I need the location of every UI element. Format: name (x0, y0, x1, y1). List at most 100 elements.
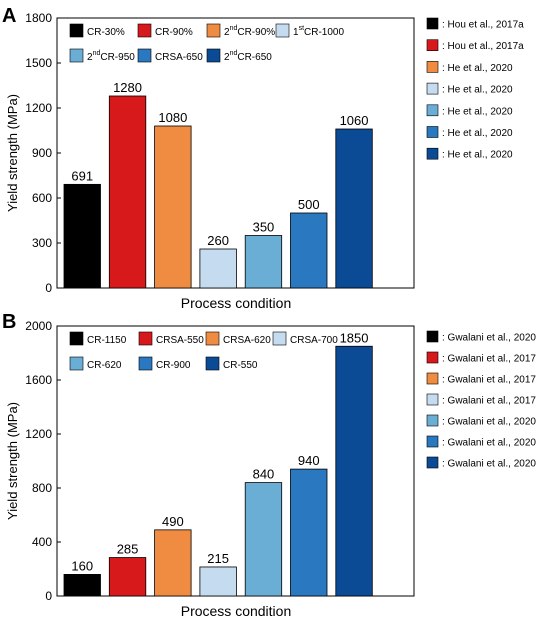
reference-label: : He et al., 2020 (442, 150, 513, 161)
bar-value-label: 500 (298, 197, 320, 212)
reference-swatch (426, 435, 439, 448)
y-tick-label: 1600 (25, 373, 52, 387)
bar-value-label: 215 (207, 551, 229, 566)
legend-label: 2ndCR-950 (87, 50, 135, 63)
bar-3 (154, 529, 192, 597)
legend-label: CRSA-550 (156, 335, 204, 346)
legend-swatch (69, 331, 84, 346)
y-tick-label: 600 (32, 191, 52, 205)
reference-swatch (426, 104, 439, 117)
reference-swatch (426, 126, 439, 138)
legend-swatch (69, 48, 84, 63)
bar-2 (108, 557, 147, 597)
legend-swatch (69, 23, 84, 38)
reference-swatch (426, 17, 439, 30)
y-tick-label: 800 (32, 481, 52, 495)
x-axis-label: Process condition (181, 603, 292, 619)
reference-label: : Gwalani et al., 2017 (442, 354, 536, 365)
bar-value-label: 350 (253, 220, 275, 235)
y-axis-label: Yield strength (MPa) (5, 94, 20, 212)
bar-5 (244, 235, 283, 289)
bar-value-label: 840 (253, 467, 275, 482)
legend-label: CRSA-620 (223, 335, 271, 346)
reference-swatch (426, 351, 439, 364)
reference-label: : He et al., 2020 (442, 85, 513, 96)
bar-1 (63, 574, 101, 597)
reference-label: : Gwalani et al., 2020 (442, 459, 536, 470)
y-tick-label: 300 (32, 236, 52, 250)
y-tick-label: 1200 (25, 101, 52, 115)
y-tick-label: 1500 (25, 56, 52, 70)
reference-label: : Gwalani et al., 2020 (442, 438, 536, 449)
legend-label: CR-30% (87, 27, 125, 38)
y-tick-label: 400 (32, 535, 52, 549)
bar-7 (335, 345, 373, 597)
bar-value-label: 285 (117, 542, 139, 557)
reference-swatch (426, 330, 439, 343)
legend-swatch (206, 48, 221, 63)
legend-swatch (205, 331, 220, 346)
reference-label: : Gwalani et al., 2017 (442, 375, 536, 386)
reference-label: : He et al., 2020 (442, 106, 513, 117)
legend-label: CR-90% (155, 27, 193, 38)
legend-swatch (137, 23, 152, 38)
legend-label: CRSA-650 (155, 52, 203, 63)
bar-4 (199, 248, 237, 289)
legend-swatch (272, 331, 287, 346)
reference-swatch (426, 393, 439, 406)
reference-swatch (426, 414, 439, 427)
y-tick-label: 1200 (25, 427, 52, 441)
panel-letter: A (2, 5, 16, 27)
reference-label: : Gwalani et al., 2020 (442, 333, 536, 344)
legend-label: CR-550 (223, 360, 258, 371)
bar-value-label: 1280 (113, 80, 142, 95)
legend-swatch (138, 356, 153, 371)
legend-swatch (69, 356, 84, 371)
legend-label: CRSA-700 (290, 335, 338, 346)
reference-label: : He et al., 2020 (442, 128, 513, 139)
bar-value-label: 940 (298, 453, 320, 468)
reference-swatch (426, 372, 439, 385)
reference-label: : He et al., 2020 (442, 63, 513, 74)
reference-label: : Hou et al., 2017a (442, 20, 524, 31)
reference-swatch (426, 82, 439, 95)
legend-swatch (205, 356, 220, 371)
bar-7 (335, 128, 373, 289)
legend-label: 2ndCR-90% (224, 25, 275, 38)
legend-label: CR-620 (87, 360, 122, 371)
legend-swatch (137, 48, 152, 63)
reference-swatch (426, 456, 439, 469)
legend-swatch (206, 23, 221, 38)
bar-6 (290, 468, 328, 597)
reference-swatch (426, 39, 439, 52)
bar-4 (199, 566, 237, 597)
panel-a: A 0 300 600 900 1200 1500 1800 Yield strength (M… (2, 5, 524, 311)
bar-6 (290, 212, 328, 289)
y-tick-label: 900 (32, 146, 52, 160)
reference-label: : Hou et al., 2017a (442, 41, 524, 52)
bar-3 (154, 125, 192, 289)
bar-value-label: 490 (162, 514, 184, 529)
y-tick-label: 0 (45, 281, 52, 295)
reference-swatch (426, 61, 439, 73)
legend-label: CR-900 (156, 360, 191, 371)
panel-b: B 0 400 800 1200 1600 2000 Yield strength (MPa)… (2, 311, 536, 619)
y-tick-label: 1800 (25, 11, 52, 25)
bar-value-label: 160 (71, 558, 93, 573)
bar-value-label: 691 (71, 168, 93, 183)
bar-value-label: 1850 (340, 330, 369, 345)
panel-letter: B (2, 311, 16, 333)
bar-5 (244, 482, 283, 597)
reference-label: : Gwalani et al., 2017 (442, 396, 536, 407)
bar-value-label: 1080 (158, 110, 187, 125)
y-tick-label: 0 (45, 589, 52, 603)
bar-1 (63, 183, 101, 289)
legend-swatch (138, 331, 153, 346)
reference-label: : Gwalani et al., 2020 (442, 417, 536, 428)
bar-value-label: 1060 (340, 113, 369, 128)
legend-label: 2ndCR-650 (224, 50, 272, 63)
bar-value-label: 260 (207, 233, 229, 248)
bar-2 (108, 95, 147, 289)
y-axis-label: Yield strength (MPa) (5, 402, 20, 520)
